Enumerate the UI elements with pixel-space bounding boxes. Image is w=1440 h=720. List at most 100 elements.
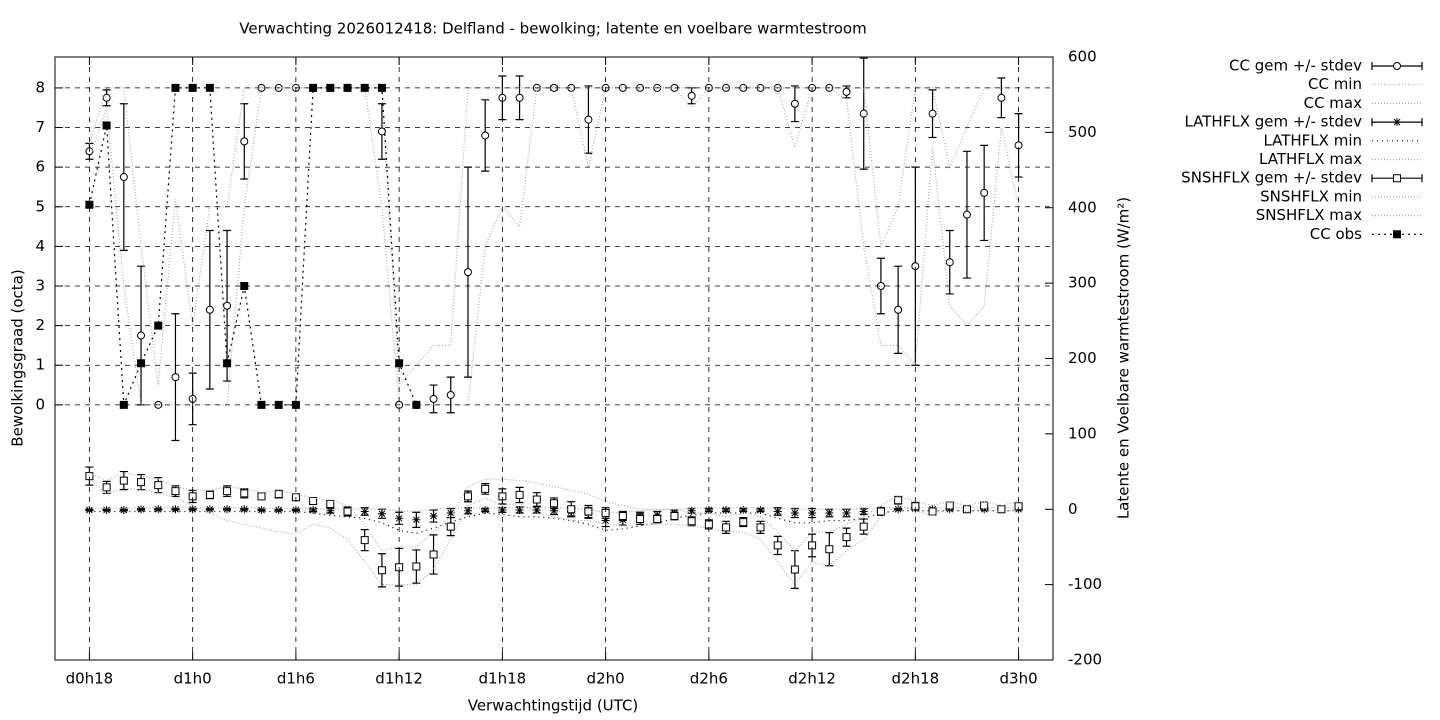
legend-item: SNSHFLX max bbox=[1256, 206, 1422, 224]
y2-tick-label: -200 bbox=[1068, 651, 1102, 669]
data-point bbox=[223, 505, 232, 514]
data-point bbox=[205, 305, 214, 314]
data-point bbox=[687, 506, 696, 515]
data-point bbox=[257, 492, 266, 501]
data-point bbox=[962, 505, 971, 514]
data-point bbox=[945, 258, 954, 267]
data-point bbox=[532, 495, 541, 504]
data-point bbox=[102, 121, 111, 130]
y-tick-label: 0 bbox=[35, 395, 45, 413]
data-point bbox=[119, 173, 128, 182]
data-point bbox=[756, 506, 765, 515]
data-point bbox=[739, 506, 748, 515]
legend-label: LATHFLX gem +/- stdev bbox=[1184, 113, 1362, 131]
data-point bbox=[137, 359, 146, 368]
legend-item: SNSHFLX min bbox=[1260, 187, 1422, 205]
data-point bbox=[137, 505, 146, 514]
data-point bbox=[119, 506, 128, 515]
data-point bbox=[997, 93, 1006, 102]
data-point bbox=[205, 505, 214, 514]
data-point bbox=[223, 487, 232, 496]
data-point bbox=[808, 509, 817, 518]
data-point bbox=[360, 83, 369, 92]
y2-tick-label: 600 bbox=[1068, 48, 1097, 66]
x-tick-label: d1h6 bbox=[277, 670, 315, 688]
y2-tick-label: 300 bbox=[1068, 274, 1097, 292]
data-point bbox=[446, 522, 455, 531]
data-point bbox=[377, 127, 386, 136]
data-point bbox=[429, 512, 438, 521]
data-point bbox=[859, 522, 868, 531]
data-point bbox=[1014, 502, 1023, 511]
data-point bbox=[601, 509, 610, 518]
data-point bbox=[326, 83, 335, 92]
legend-label: CC max bbox=[1304, 94, 1363, 112]
data-point bbox=[360, 536, 369, 545]
y2-tick-label: 100 bbox=[1068, 424, 1097, 442]
legend-item: LATHFLX max bbox=[1259, 150, 1422, 168]
data-point bbox=[326, 506, 335, 515]
data-point bbox=[154, 481, 163, 490]
data-point bbox=[945, 501, 954, 510]
data-point bbox=[790, 565, 799, 574]
data-point bbox=[360, 507, 369, 516]
y-tick-label: 7 bbox=[35, 118, 45, 136]
legend-label: LATHFLX min bbox=[1263, 131, 1362, 149]
chart-title: Verwachting 2026012418: Delfland - bewol… bbox=[239, 20, 866, 38]
legend-label: CC obs bbox=[1310, 225, 1362, 243]
legend-label: SNSHFLX max bbox=[1256, 206, 1362, 224]
data-point bbox=[137, 478, 146, 487]
y-tick-label: 1 bbox=[35, 356, 45, 374]
legend-label: CC gem +/- stdev bbox=[1229, 57, 1362, 75]
data-point bbox=[240, 489, 249, 498]
y-tick-label: 4 bbox=[35, 237, 45, 255]
data-point bbox=[653, 515, 662, 524]
data-point bbox=[257, 400, 266, 409]
data-point bbox=[550, 506, 558, 515]
data-point bbox=[446, 509, 455, 518]
data-point bbox=[842, 87, 851, 96]
data-point bbox=[257, 506, 266, 515]
data-point bbox=[102, 483, 111, 492]
y2-tick-label: 200 bbox=[1068, 349, 1097, 367]
data-point bbox=[842, 533, 851, 542]
data-point bbox=[790, 99, 799, 108]
y2-tick-label: 400 bbox=[1068, 198, 1097, 216]
legend-label: LATHFLX max bbox=[1259, 150, 1362, 168]
data-point bbox=[463, 506, 472, 515]
data-point bbox=[481, 484, 490, 493]
data-point bbox=[670, 512, 679, 521]
y-tick-label: 2 bbox=[35, 316, 45, 334]
data-point bbox=[377, 83, 386, 92]
data-point bbox=[894, 496, 903, 505]
data-point bbox=[137, 331, 146, 340]
data-point bbox=[188, 492, 197, 501]
data-point bbox=[550, 499, 558, 508]
data-point bbox=[584, 115, 593, 124]
data-point bbox=[515, 506, 524, 515]
legend-marker bbox=[1392, 62, 1402, 70]
data-point bbox=[928, 109, 937, 118]
data-point bbox=[756, 83, 765, 92]
data-point bbox=[618, 512, 627, 521]
legend-item: CC obs bbox=[1310, 225, 1422, 243]
x-tick-label: d1h18 bbox=[479, 670, 527, 688]
data-point bbox=[240, 505, 249, 514]
x-tick-label: d2h6 bbox=[690, 670, 728, 688]
data-point bbox=[876, 282, 885, 290]
data-point bbox=[911, 502, 920, 511]
data-point bbox=[309, 83, 318, 92]
data-point bbox=[171, 487, 180, 496]
data-point bbox=[859, 109, 868, 118]
y2-tick-label: 500 bbox=[1068, 123, 1097, 141]
series-line bbox=[89, 510, 1019, 534]
data-point bbox=[687, 91, 696, 100]
data-point bbox=[894, 505, 903, 514]
data-point bbox=[722, 523, 731, 532]
data-point bbox=[309, 496, 318, 505]
series-line bbox=[88, 87, 1020, 406]
data-point bbox=[722, 506, 731, 515]
data-point bbox=[377, 509, 386, 518]
